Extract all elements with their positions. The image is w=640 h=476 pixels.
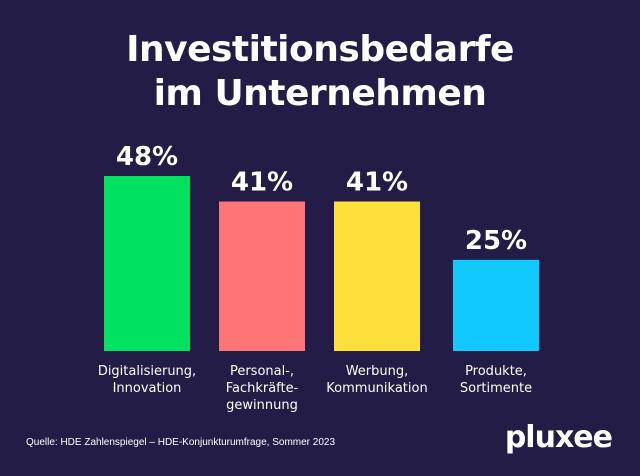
- bar-1: [104, 176, 190, 351]
- chart-title: Investitionsbedarfe im Unternehmen: [0, 28, 640, 116]
- category-label-4-line-1: Produkte,: [465, 364, 527, 379]
- bar-chart: 48% Digitalisierung, Innovation 41% Personal…: [98, 142, 539, 413]
- category-label-3-line-2: Kommunikation: [326, 381, 427, 396]
- bar-4: [453, 259, 539, 351]
- bar-2: [219, 201, 305, 351]
- category-label-4-line-2: Sortimente: [460, 381, 532, 396]
- value-label-2: 41%: [231, 168, 293, 198]
- value-label-3: 41%: [346, 168, 408, 198]
- category-label-2-line-1: Personal-,: [230, 364, 294, 379]
- pluxee-logo: pluxee: [504, 420, 613, 455]
- value-label-4: 25%: [465, 226, 527, 256]
- category-label-3-line-1: Werbung,: [346, 364, 409, 379]
- source-note: Quelle: HDE Zahlenspiegel – HDE-Konjunkt…: [26, 437, 336, 448]
- category-label-2-line-3: gewinnung: [226, 398, 298, 413]
- chart-title-line-1: Investitionsbedarfe: [126, 29, 514, 70]
- value-label-1: 48%: [116, 142, 178, 172]
- bar-3: [334, 201, 420, 351]
- category-label-1-line-2: Innovation: [113, 381, 182, 396]
- category-label-2-line-2: Fachkräfte-: [226, 381, 299, 396]
- chart-title-line-2: im Unternehmen: [153, 73, 487, 114]
- category-label-1-line-1: Digitalisierung,: [98, 364, 196, 379]
